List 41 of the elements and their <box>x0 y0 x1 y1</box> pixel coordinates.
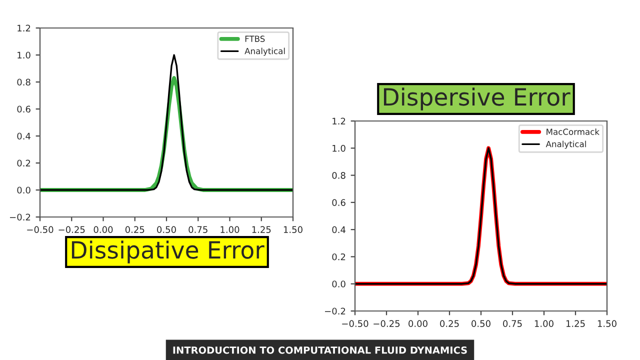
x-tick-label: −0.50 <box>342 320 368 328</box>
y-tick-label: 1.0 <box>18 52 30 59</box>
x-tick-label: 1.50 <box>284 226 302 234</box>
y-tick-label: 1.0 <box>332 144 346 152</box>
x-tick-label: −0.25 <box>374 320 400 328</box>
y-tick-label: −0.2 <box>325 308 346 315</box>
x-tick-label: 0.50 <box>472 320 490 328</box>
y-tick-label: 0.0 <box>332 280 346 288</box>
x-tick-label: 1.00 <box>534 320 554 328</box>
x-tick-label: 0.75 <box>503 320 522 328</box>
text: INTRODUCTION TO COMPUTATIONAL FLUID DYNAMICS <box>173 346 467 354</box>
x-tick-label: −0.25 <box>58 226 85 234</box>
x-tick-label: 0.50 <box>157 226 176 234</box>
y-tick-label: 1.2 <box>332 118 346 124</box>
x-tick-label: −0.50 <box>27 226 54 234</box>
x-tick-label: 0.75 <box>188 226 208 234</box>
y-tick-label: 1.2 <box>18 24 30 32</box>
legend-label: Analytical <box>546 140 586 149</box>
x-tick-label: 1.25 <box>252 226 271 234</box>
y-tick-label: 0.0 <box>17 186 30 194</box>
y-tick-label: 0.2 <box>17 160 30 167</box>
y-tick-label: 0.2 <box>332 253 346 260</box>
y-tick-label: 0.6 <box>332 199 346 206</box>
chart-title: Dispersive Error <box>384 88 570 110</box>
x-tick-label: 0.25 <box>440 320 459 328</box>
y-tick-label: 0.8 <box>17 78 30 86</box>
y-tick-label: 0.6 <box>17 106 30 113</box>
legend-label: FTBS <box>245 36 265 42</box>
y-tick-label: 0.4 <box>17 132 30 140</box>
y-tick-label: 0.8 <box>332 172 346 179</box>
x-tick-label: 0.00 <box>408 320 428 328</box>
legend-label: Analytical <box>244 48 285 56</box>
text: Dissipative Error <box>72 240 264 264</box>
x-tick-label: 1.50 <box>598 320 616 328</box>
x-tick-label: 1.00 <box>220 226 240 234</box>
legend-label: MacCormack <box>546 128 600 135</box>
x-tick-label: 1.25 <box>566 320 585 328</box>
x-tick-label: 0.00 <box>94 226 113 234</box>
y-tick-label: 0.4 <box>332 226 346 234</box>
y-tick-label: −0.2 <box>10 214 30 221</box>
x-tick-label: 0.25 <box>125 226 144 234</box>
